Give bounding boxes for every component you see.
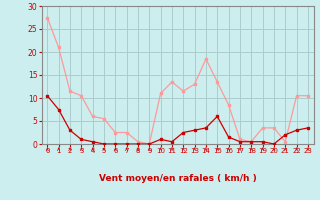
X-axis label: Vent moyen/en rafales ( km/h ): Vent moyen/en rafales ( km/h ) — [99, 174, 256, 183]
